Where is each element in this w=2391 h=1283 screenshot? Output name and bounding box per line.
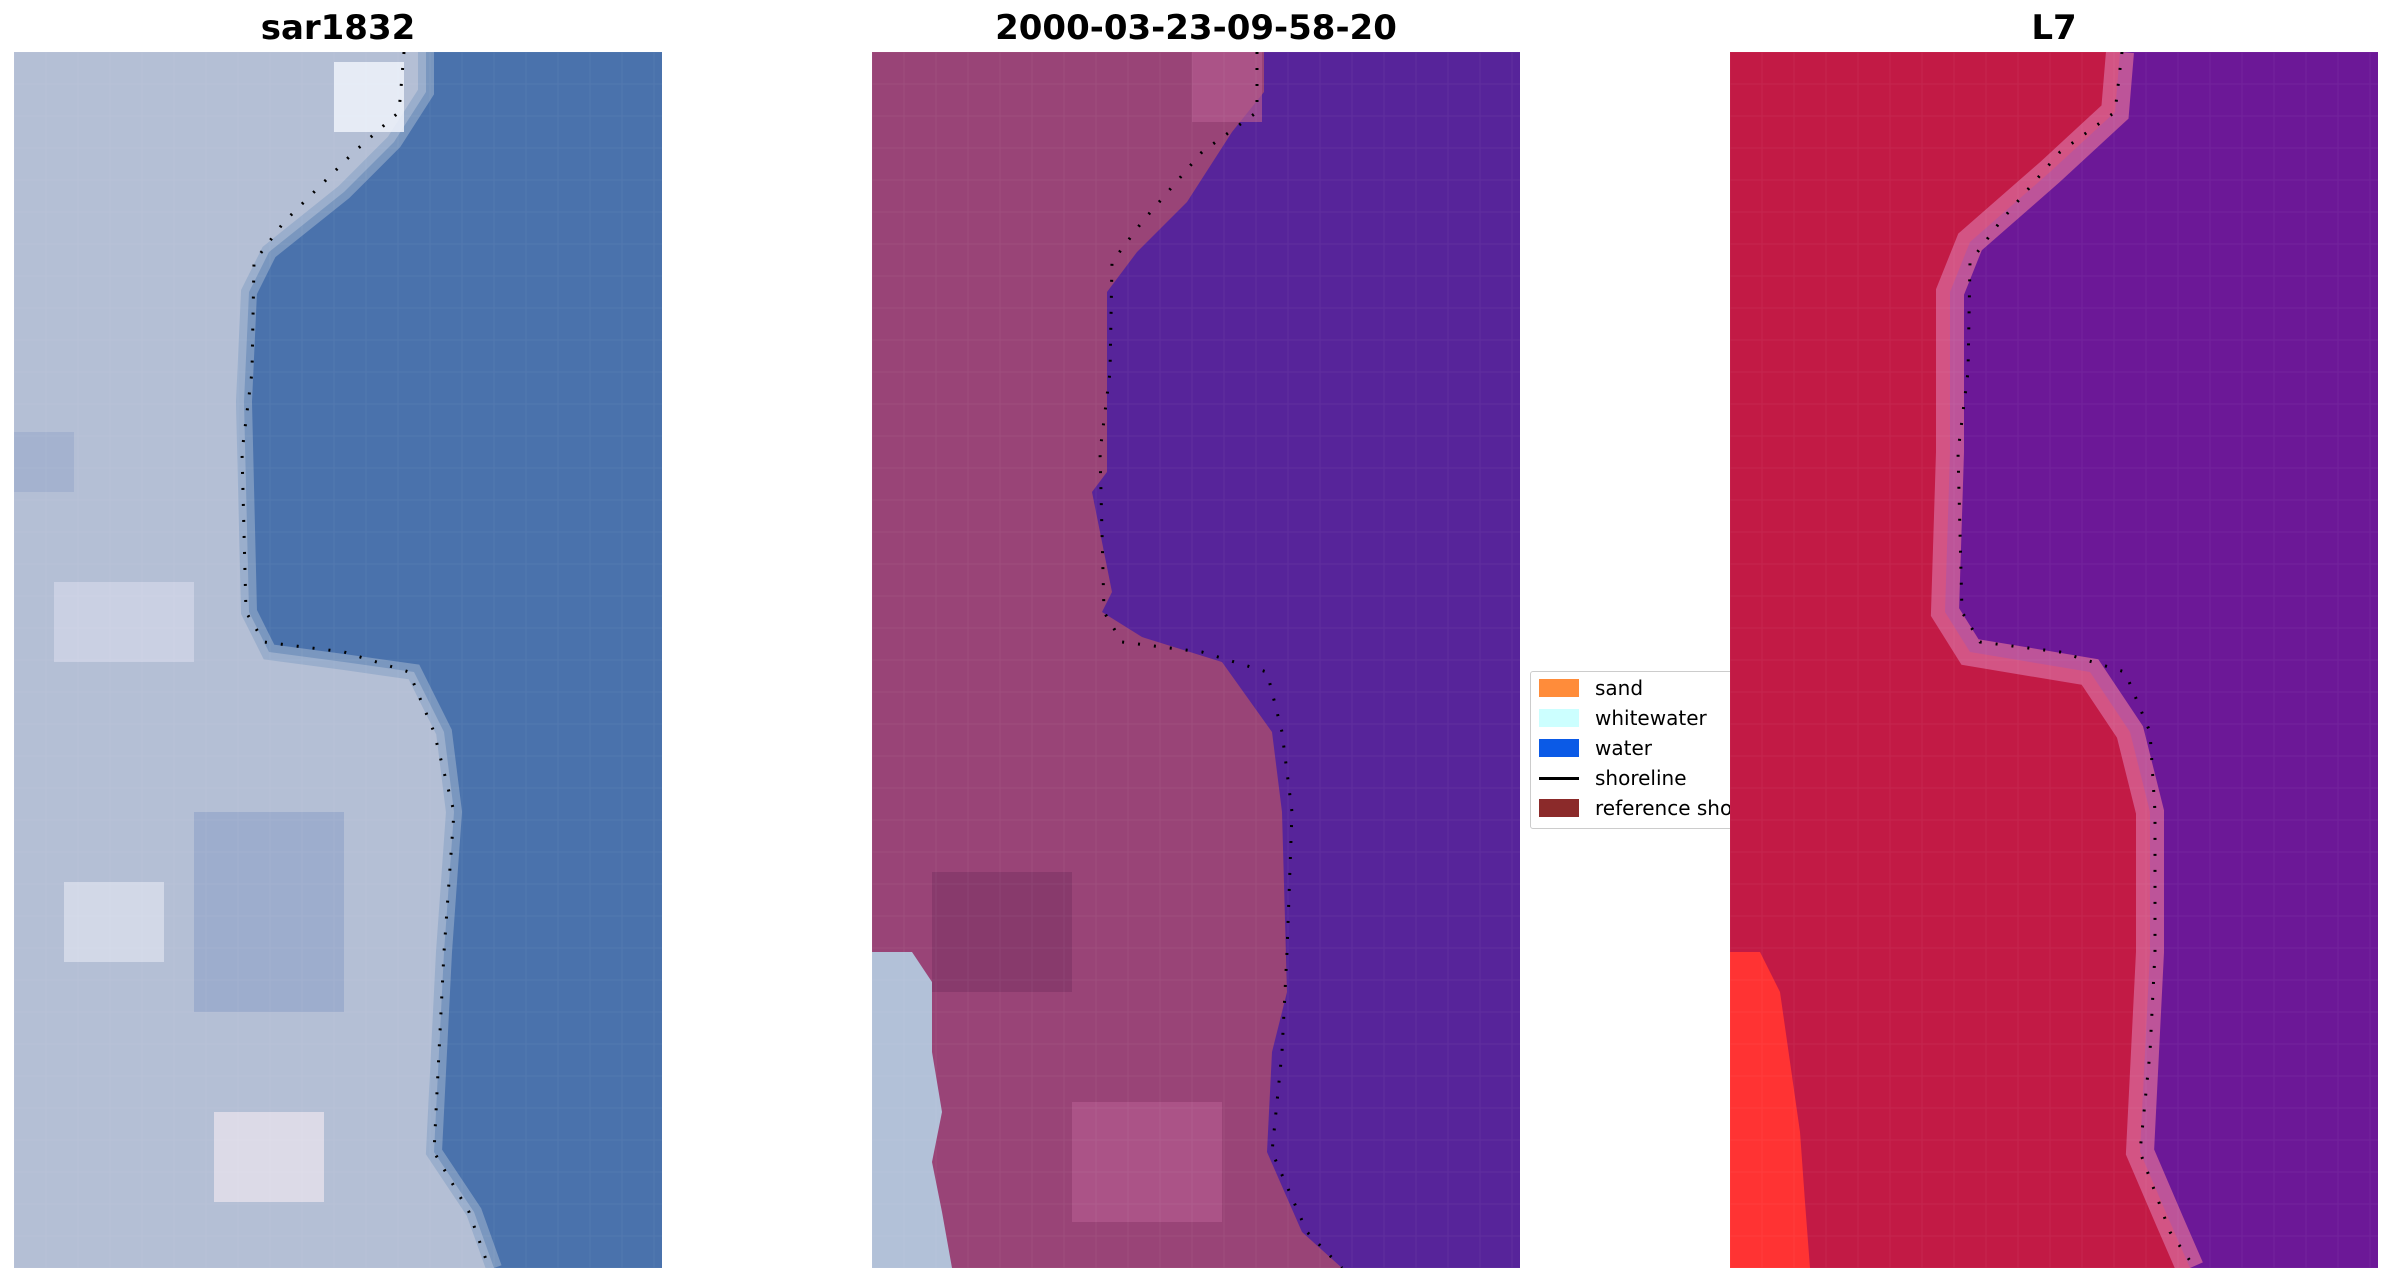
rgb-image-panel: [14, 52, 662, 1268]
reference-shoreline-swatch: [1539, 799, 1579, 817]
legend-label-water: water: [1595, 736, 1652, 760]
legend: sand whitewater water shoreline referenc…: [1530, 671, 1740, 829]
sand-swatch: [1539, 679, 1579, 697]
legend-label-sand: sand: [1595, 676, 1644, 700]
classified-image: [872, 52, 1520, 1268]
rgb-image: [14, 52, 662, 1268]
panel-title-falsecolor: L7: [2031, 8, 2077, 48]
classified-image-panel: [872, 52, 1520, 1268]
panel-title-classified: 2000-03-23-09-58-20: [995, 8, 1397, 48]
legend-item-shoreline: shoreline: [1539, 764, 1687, 792]
whitewater-swatch: [1539, 709, 1579, 727]
falsecolor-image: [1730, 52, 2378, 1268]
water-swatch: [1539, 739, 1579, 757]
panel-title-rgb: sar1832: [260, 8, 416, 48]
legend-item-reference-shoreline: reference shoreline: [1539, 794, 1740, 822]
legend-item-sand: sand: [1539, 674, 1643, 702]
legend-item-water: water: [1539, 734, 1652, 762]
shoreline-line-swatch: [1539, 776, 1579, 780]
falsecolor-image-panel: [1730, 52, 2378, 1268]
legend-label-reference-shoreline: reference shoreline: [1595, 796, 1740, 820]
legend-label-shoreline: shoreline: [1595, 766, 1687, 790]
legend-label-whitewater: whitewater: [1595, 706, 1707, 730]
legend-item-whitewater: whitewater: [1539, 704, 1707, 732]
